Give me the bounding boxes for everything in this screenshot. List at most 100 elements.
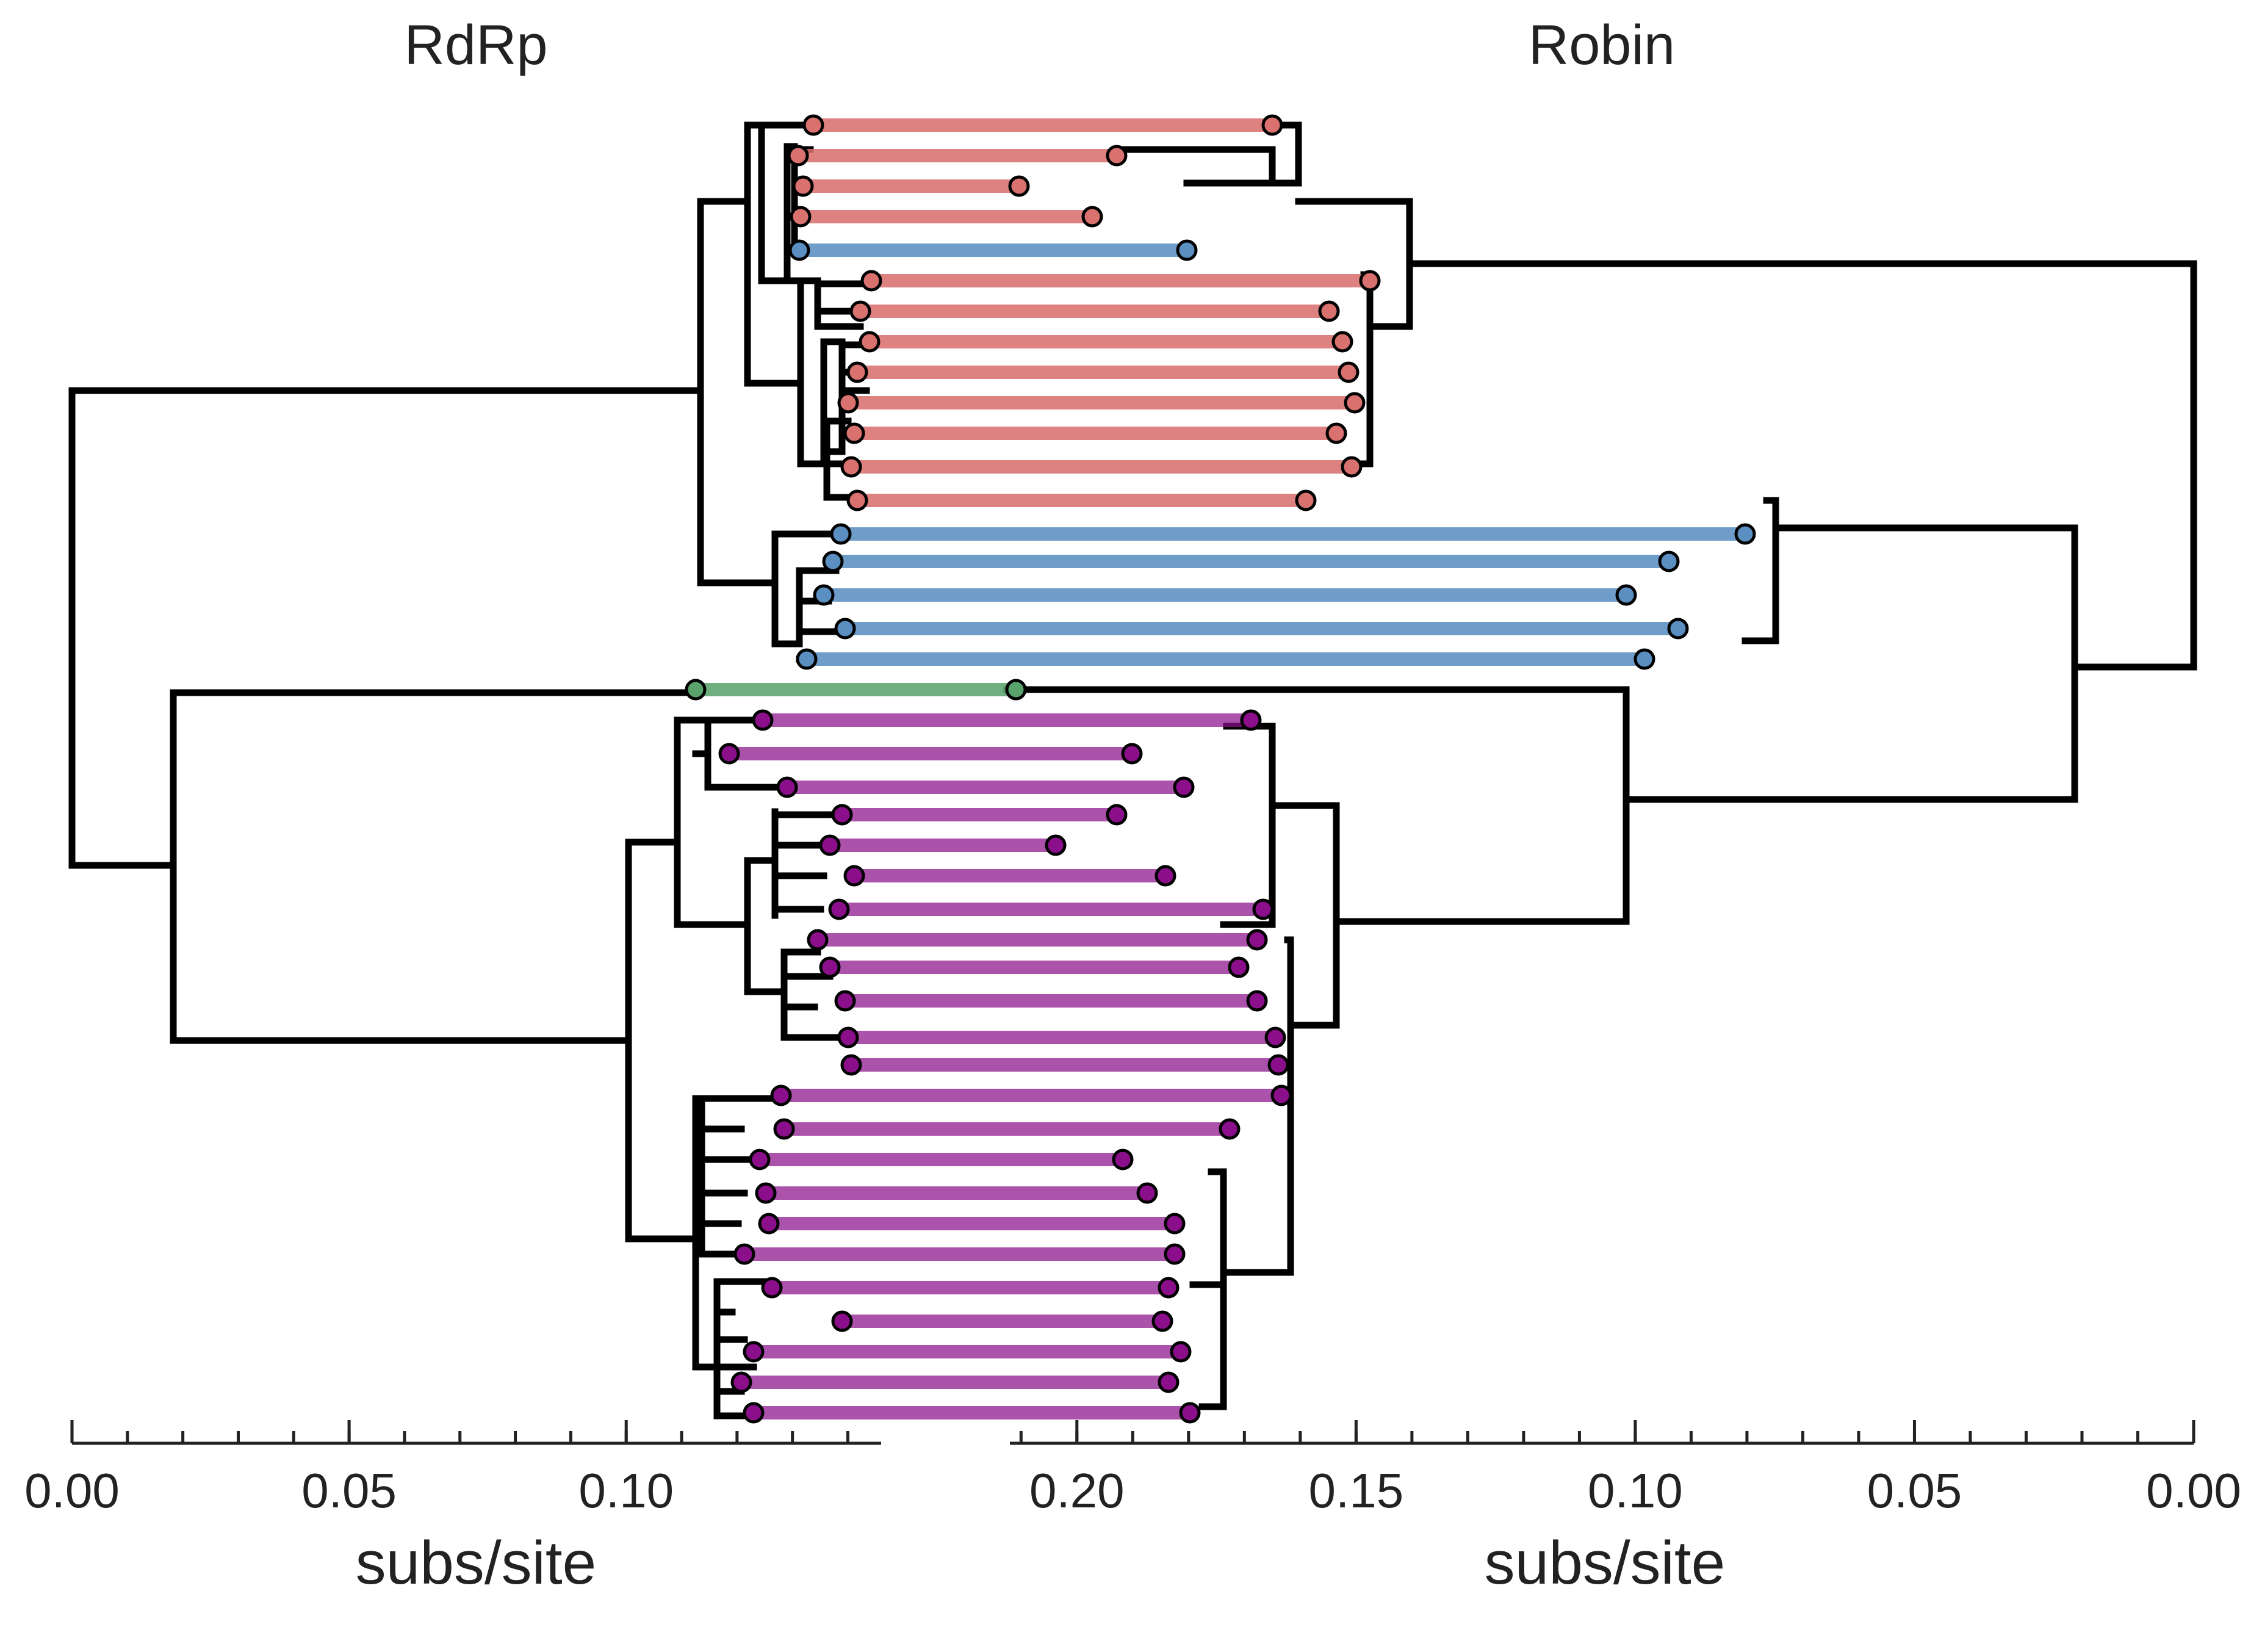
robin-tip [1338,361,1360,383]
rdrp-tip [828,898,850,920]
rdrp-tip [843,865,865,887]
rdrp-tip [758,1213,780,1235]
robin-tip [1112,1149,1134,1170]
rdrp-tip [685,679,707,701]
rdrp-tip [773,1118,795,1140]
robin-tip [1151,1310,1173,1332]
tick-label: 0.05 [301,1463,397,1518]
rdrp-tip [831,1310,853,1332]
rdrp-tip [743,1402,765,1424]
robin-tip [1045,834,1067,856]
tick-label: 0.00 [2146,1463,2241,1518]
robin-tip [1158,1277,1180,1299]
rdrp-tip [718,743,740,765]
robin-tip [1341,456,1363,478]
robin-tip [1270,1084,1292,1106]
robin-tip [1106,145,1128,167]
robin-tip [1318,300,1340,322]
rdrp-tip [859,331,881,353]
rdrp-tip [819,834,841,856]
robin-tip [1176,239,1198,261]
right-axis-label: subs/site [1485,1529,1726,1597]
robin-tip [1658,550,1680,572]
robin-tip [1158,1371,1180,1393]
rdrp-tip [819,956,841,978]
rdrp-tip [846,489,868,511]
robin-tip [1246,990,1268,1012]
rdrp-tip [822,550,844,572]
robin-tip [1005,679,1027,701]
tick-label: 0.20 [1029,1463,1125,1518]
robin-tip [1164,1243,1186,1265]
robin-tip [1246,929,1268,951]
rdrp-tip [796,648,818,670]
robin-tip [1325,422,1347,444]
robin-tip [1173,776,1195,798]
robin-tip [1179,1402,1201,1424]
rdrp-tip [802,114,824,136]
right-x-axis: 0.20 0.15 0.10 0.05 0.00 [1010,1420,2241,1518]
robin-tip [1261,114,1283,136]
robin-tip [1331,331,1353,353]
robin-tip [1164,1213,1186,1235]
rdrp-tip [830,523,852,545]
robin-tip [1121,743,1143,765]
rdrp-tip [730,1371,752,1393]
tick-label: 0.10 [578,1463,674,1518]
robin-tip [1240,709,1262,731]
rdrp-tip [755,1182,777,1204]
tick-label: 0.05 [1867,1463,1962,1518]
rdrp-tip [743,1341,765,1363]
rdrp-tip [834,618,856,640]
robin-tip [1264,1026,1286,1048]
rdrp-tip [840,1054,862,1076]
robin-tip [1359,270,1381,292]
rdrp-tree [68,121,876,1419]
robin-tip [1170,1341,1192,1363]
rdrp-tip [846,361,868,383]
rdrp-tip [788,239,810,261]
rdrp-tip [749,1149,771,1170]
rdrp-tip [761,1277,783,1299]
left-x-axis: 0.00 0.05 0.10 [24,1420,881,1518]
tip-links [696,118,1745,1419]
robin-tip [1667,618,1689,640]
robin-tip [1136,1182,1158,1204]
rdrp-tip [787,145,809,167]
rdrp-tip [843,422,865,444]
robin-tip [1633,648,1655,670]
tick-label: 0.00 [24,1463,120,1518]
rdrp-tip [849,300,871,322]
robin-tip [1219,1118,1241,1140]
robin-tip [1734,523,1756,545]
rdrp-tip [752,709,774,731]
tick-label: 0.10 [1588,1463,1683,1518]
left-axis-label: subs/site [356,1529,597,1597]
robin-tip [1615,584,1637,606]
robin-tip [1267,1054,1289,1076]
robin-tip [1295,489,1317,511]
robin-tip [1081,206,1103,228]
right-panel-title: Robin [1529,14,1675,76]
robin-tree [1003,121,2197,1410]
rdrp-tip [733,1243,755,1265]
rdrp-tip [837,1026,859,1048]
robin-tip [1344,392,1366,414]
rdrp-tip [831,804,853,826]
robin-tip [1008,175,1030,197]
rdrp-tip [834,990,856,1012]
tip-markers [685,114,1756,1424]
rdrp-tip [807,929,829,951]
rdrp-tip [860,270,882,292]
robin-tip [1228,956,1250,978]
rdrp-tip [837,392,859,414]
rdrp-tip [840,456,862,478]
rdrp-tip [790,206,812,228]
tick-label: 0.15 [1309,1463,1404,1518]
rdrp-tip [813,584,835,606]
robin-tip [1154,865,1176,887]
rdrp-tip [792,175,814,197]
rdrp-tip [776,776,798,798]
left-panel-title: RdRp [404,14,547,76]
